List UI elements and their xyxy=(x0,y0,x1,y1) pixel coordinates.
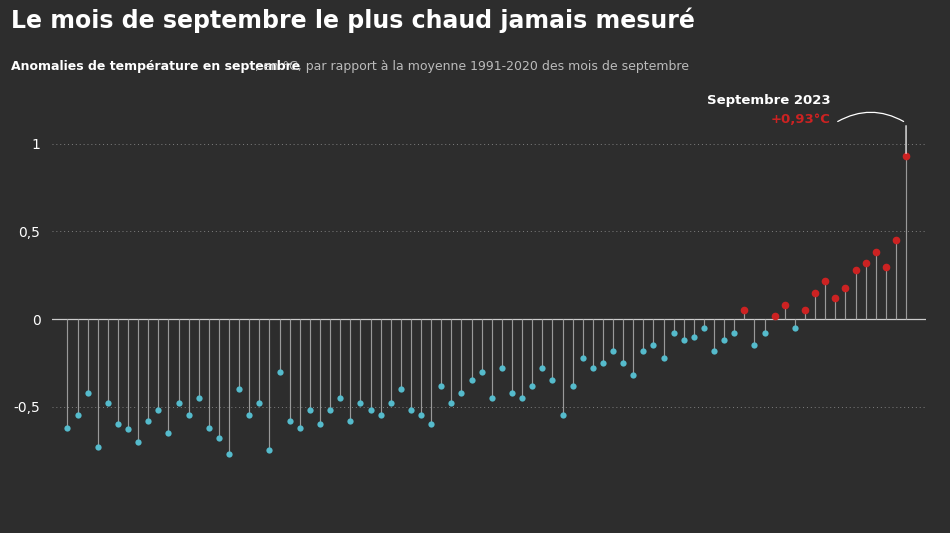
Text: Anomalies de température en septembre: Anomalies de température en septembre xyxy=(11,60,300,72)
Text: Septembre 2023: Septembre 2023 xyxy=(707,94,830,107)
Text: , en °C, par rapport à la moyenne 1991-2020 des mois de septembre: , en °C, par rapport à la moyenne 1991-2… xyxy=(255,60,689,72)
Text: +0,93°C: +0,93°C xyxy=(770,113,830,126)
Text: Le mois de septembre le plus chaud jamais mesuré: Le mois de septembre le plus chaud jamai… xyxy=(11,8,695,34)
